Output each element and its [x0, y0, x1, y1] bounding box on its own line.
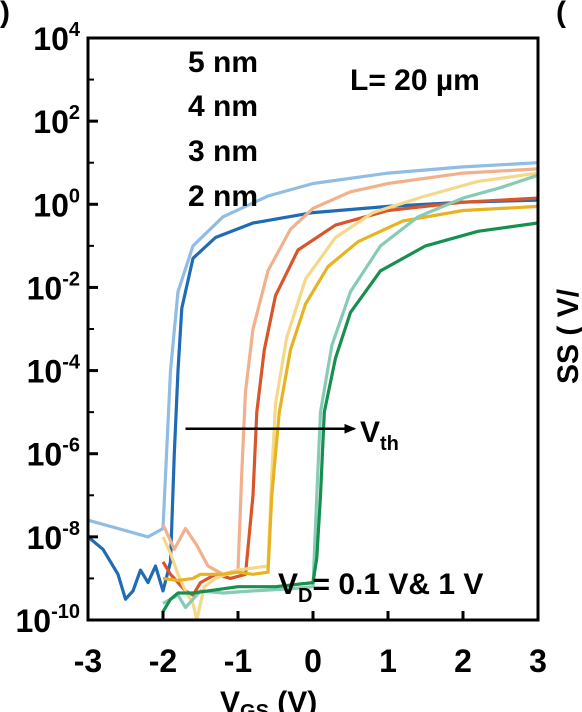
- labels-layer: -3 -2 -1 0 1 2 3 104 102 100 10-2 10-4 10-6 10-8 10-10: [16, 19, 547, 679]
- series-line-1: [86, 198, 539, 601]
- vth-label: Vth: [360, 416, 399, 455]
- length-annotation: L= 20 µm: [350, 64, 480, 97]
- x-tick-label: -3: [74, 643, 102, 679]
- y-tick-label: 102: [33, 102, 80, 140]
- x-tick-label: 2: [454, 643, 472, 679]
- x-tick-label: 0: [304, 643, 322, 679]
- legend-entry-2nm: 2 nm: [188, 180, 258, 213]
- y-tick-label: 104: [33, 19, 81, 57]
- series-line-0: [87, 161, 539, 539]
- x-tick-label: -2: [149, 643, 177, 679]
- x-tick-label: -1: [224, 643, 252, 679]
- y-tick-label: 10-8: [27, 518, 80, 556]
- legend-entry-3nm: 3 nm: [188, 135, 258, 168]
- y-tick-label: 10-2: [27, 268, 80, 306]
- series-line-6: [162, 173, 539, 610]
- y-tick-label: 10-4: [27, 352, 81, 390]
- panel-mark-left: ): [0, 0, 10, 29]
- legend-entry-5nm: 5 nm: [188, 46, 258, 79]
- series-layer: [86, 161, 539, 622]
- x-axis-label: VGS (V): [220, 686, 317, 712]
- legend-entry-4nm: 4 nm: [188, 90, 258, 123]
- vd-annotation: VD= 0.1 V& 1 V: [278, 568, 483, 607]
- y-tick-label: 100: [33, 185, 80, 223]
- series-line-3: [161, 196, 539, 597]
- series-line-2: [161, 167, 539, 576]
- right-panel-axis-fragment: SS ( V/: [552, 288, 582, 384]
- y-tick-label: 10-6: [27, 435, 80, 473]
- series-line-4: [161, 171, 539, 622]
- series-line-5: [162, 204, 539, 583]
- series-line-7: [161, 221, 539, 613]
- x-tick-label: 1: [379, 643, 397, 679]
- y-tick-label: 10-10: [16, 601, 81, 639]
- ticks-layer: [86, 36, 540, 622]
- panel-mark-right: (: [556, 0, 566, 29]
- x-tick-label: 3: [529, 643, 547, 679]
